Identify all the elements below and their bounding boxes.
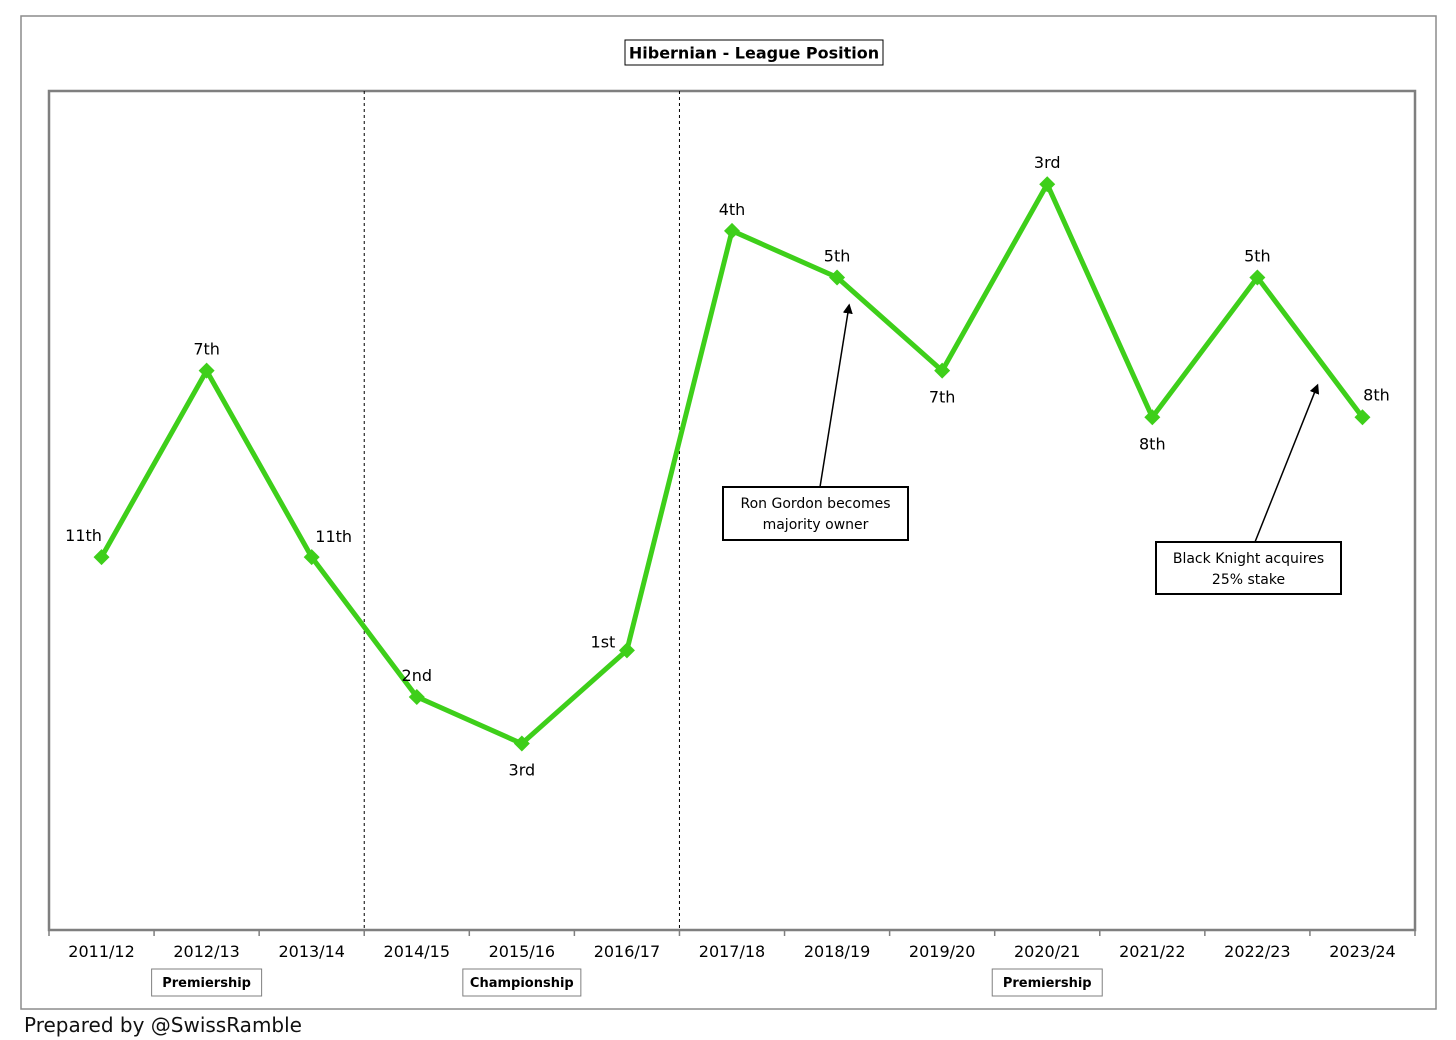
data-label: 11th: [315, 527, 352, 546]
credit-text: Prepared by @SwissRamble: [24, 1013, 302, 1037]
division-label: Premiership: [162, 976, 251, 991]
data-label: 1st: [591, 632, 616, 651]
division-label-box: [462, 968, 582, 997]
division-labels: Premiership Championship Premiership: [151, 968, 1103, 997]
data-label: 8th: [1139, 434, 1166, 453]
series-marker: [1249, 269, 1266, 286]
x-tick-label: 2022/23: [1224, 942, 1290, 961]
series-marker: [829, 269, 846, 286]
x-tick-label: 2014/15: [384, 942, 450, 961]
data-label: 8th: [1363, 385, 1390, 404]
series-marker: [618, 642, 635, 659]
series-marker: [93, 549, 110, 566]
annotations: Ron Gordon becomes majority owner Black Kn…: [722, 303, 1342, 595]
series-markers: [93, 176, 1371, 752]
annotation-text: majority owner: [763, 517, 869, 533]
x-tick-label: 2018/19: [804, 942, 870, 961]
data-label: 2nd: [402, 666, 432, 685]
series-marker: [1039, 176, 1056, 193]
x-tick-label: 2016/17: [594, 942, 660, 961]
data-label: 4th: [719, 200, 746, 219]
x-axis-labels: 2011/12 2012/13 2013/14 2014/15 2015/16 2016/…: [68, 942, 1395, 961]
x-tick-label: 2017/18: [699, 942, 765, 961]
annotation-box: [722, 486, 909, 541]
x-tick-label: 2011/12: [68, 942, 134, 961]
series-marker: [724, 222, 740, 239]
division-label-box: [151, 968, 263, 997]
data-label: 5th: [824, 246, 851, 265]
division-label: Premiership: [1003, 976, 1092, 991]
x-tick-label: 2015/16: [489, 942, 555, 961]
data-label: 3rd: [509, 761, 536, 780]
annotation-box: [1155, 541, 1342, 595]
x-axis-ticks: [48, 930, 1416, 936]
division-label: Championship: [470, 976, 574, 991]
annotation-arrow: [1254, 383, 1320, 543]
series-marker: [303, 549, 320, 566]
data-label: 7th: [193, 340, 220, 359]
series-marker: [934, 362, 951, 379]
x-tick-label: 2013/14: [278, 942, 344, 961]
x-tick-label: 2012/13: [173, 942, 239, 961]
x-tick-label: 2020/21: [1014, 942, 1080, 961]
data-labels: 11th 7th 11th 2nd 3rd 1st 4th 5th 7th 3rd 8th 5th 8t…: [65, 153, 1390, 779]
series-marker: [1144, 409, 1161, 426]
data-label: 7th: [929, 388, 956, 407]
division-lines: [363, 91, 680, 930]
series-marker: [513, 735, 530, 752]
x-tick-label: 2021/22: [1119, 942, 1185, 961]
annotation-text: 25% stake: [1212, 572, 1285, 588]
annotation-text: Ron Gordon becomes: [741, 496, 891, 512]
data-label: 3rd: [1034, 153, 1061, 172]
chart-title-box: [624, 39, 884, 66]
division-label-box: [991, 968, 1103, 997]
data-label: 11th: [65, 526, 102, 545]
series-marker: [408, 688, 425, 705]
x-tick-label: 2023/24: [1329, 942, 1395, 961]
annotation-arrow: [819, 303, 853, 488]
series-marker: [1354, 409, 1371, 426]
data-label: 5th: [1244, 246, 1271, 265]
series-marker: [198, 362, 215, 379]
chart-title-group: Hibernian - League Position: [624, 39, 884, 66]
chart-title: Hibernian - League Position: [629, 44, 879, 63]
x-tick-label: 2019/20: [909, 942, 975, 961]
annotation-text: Black Knight acquires: [1173, 551, 1324, 567]
